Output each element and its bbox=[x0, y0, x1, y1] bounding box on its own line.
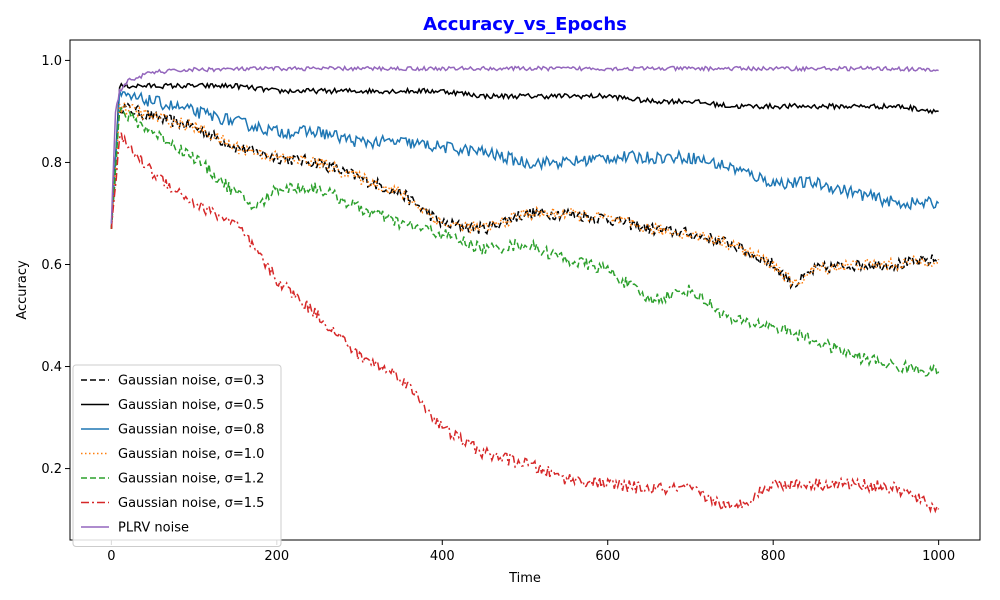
legend: Gaussian noise, σ=0.3 Gaussian noise, σ=0… bbox=[72, 364, 282, 547]
y-axis-label: Accuracy bbox=[15, 260, 30, 320]
x-axis: 0 200 400 600 800 1000 bbox=[107, 540, 955, 564]
chart-title: Accuracy_vs_Epochs bbox=[423, 14, 627, 35]
y-tick-label: 0.6 bbox=[41, 258, 62, 273]
x-tick-label: 600 bbox=[595, 549, 620, 564]
legend-label-1: Gaussian noise, σ=0.5 bbox=[118, 398, 264, 413]
series-line-6 bbox=[110, 64, 939, 224]
y-tick-label: 0.4 bbox=[41, 360, 62, 375]
series-line-2 bbox=[110, 90, 940, 224]
series-line-3 bbox=[110, 102, 940, 288]
x-tick-label: 1000 bbox=[922, 549, 955, 564]
legend-label-0: Gaussian noise, σ=0.3 bbox=[118, 374, 264, 389]
x-tick-label: 0 bbox=[107, 549, 115, 564]
y-axis: 0.2 0.4 0.6 0.8 1.0 bbox=[41, 54, 70, 477]
series-line-1 bbox=[110, 81, 939, 229]
legend-label-6: PLRV noise bbox=[118, 521, 189, 536]
series-line-4 bbox=[110, 106, 940, 378]
x-tick-label: 800 bbox=[761, 549, 786, 564]
x-tick-label: 400 bbox=[430, 549, 455, 564]
y-tick-label: 1.0 bbox=[41, 54, 62, 69]
legend-label-2: Gaussian noise, σ=0.8 bbox=[118, 423, 264, 438]
legend-label-3: Gaussian noise, σ=1.0 bbox=[118, 447, 264, 462]
series-line-5 bbox=[110, 132, 940, 514]
legend-box bbox=[72, 364, 282, 547]
plot-frame bbox=[69, 39, 981, 541]
series-line-0 bbox=[110, 102, 940, 290]
legend-label-4: Gaussian noise, σ=1.2 bbox=[118, 472, 264, 487]
y-tick-label: 0.8 bbox=[41, 156, 62, 171]
x-tick-label: 200 bbox=[264, 549, 289, 564]
x-axis-label: Time bbox=[508, 571, 541, 586]
y-tick-label: 0.2 bbox=[41, 462, 62, 477]
plot-area bbox=[110, 64, 940, 514]
legend-label-5: Gaussian noise, σ=1.5 bbox=[118, 496, 264, 511]
